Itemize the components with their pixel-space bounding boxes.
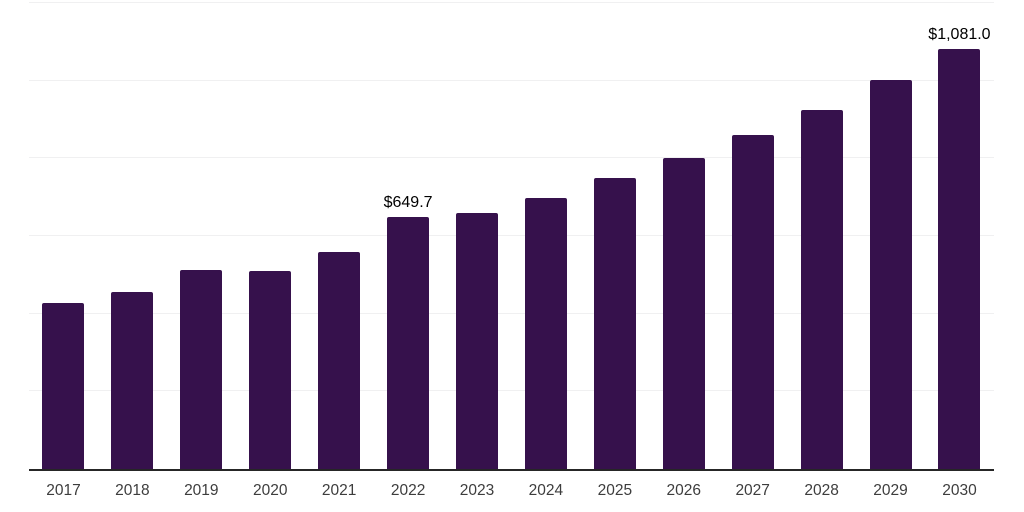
x-tick-label-2027: 2027 <box>735 482 770 499</box>
bar-2023 <box>455 212 498 469</box>
bar-2025 <box>593 177 636 469</box>
bar-band-2022: $649.7 <box>374 3 443 469</box>
gridline-600 <box>29 235 994 236</box>
bar-2024 <box>524 197 567 469</box>
bar-2028 <box>800 109 843 469</box>
value-label-2022: $649.7 <box>383 193 433 211</box>
gridline-1000 <box>29 79 994 81</box>
bar-2030 <box>938 49 981 469</box>
bar-2017 <box>42 302 85 469</box>
x-tick-label-2020: 2020 <box>252 482 288 499</box>
bar-band-2027 <box>718 3 787 469</box>
value-label-2030: $1,081.0 <box>928 26 991 44</box>
bar-band-2020 <box>236 3 305 469</box>
bar-2020 <box>249 270 292 469</box>
gridline-400 <box>29 312 994 314</box>
bar-2029 <box>869 79 912 469</box>
x-tick-label-2022: 2022 <box>390 482 426 499</box>
bar-band-2018 <box>98 3 167 469</box>
x-tick-label-2025: 2025 <box>597 482 633 499</box>
bar-band-2026 <box>649 3 718 469</box>
bar-band-2017 <box>29 3 98 469</box>
x-tick-label-2021: 2021 <box>321 482 357 499</box>
bar-band-2019 <box>167 3 236 469</box>
gridline-800 <box>29 157 994 159</box>
bar-band-2025 <box>580 3 649 469</box>
x-tick-label-2030: 2030 <box>942 482 977 499</box>
bar-2019 <box>180 269 223 469</box>
x-tick-label-2017: 2017 <box>46 482 81 499</box>
x-tick-label-2018: 2018 <box>115 482 150 499</box>
bar-2022 <box>387 216 430 469</box>
bar-2018 <box>111 291 154 469</box>
bar-band-2030: $1,081.0 <box>925 3 994 469</box>
x-tick-label-2028: 2028 <box>804 482 839 499</box>
bar-band-2024 <box>511 3 580 469</box>
bar-2021 <box>318 252 361 469</box>
x-tick-label-2023: 2023 <box>459 482 495 499</box>
gridline-1200 <box>29 2 994 3</box>
x-tick-label-2024: 2024 <box>528 482 564 499</box>
bar-band-2028 <box>787 3 856 469</box>
x-axis-tick-labels: 2017 2018 2019 2020 2021 2022 2023 2024 2025 2026… <box>29 481 994 501</box>
bar-band-2023 <box>443 3 512 469</box>
x-axis-line <box>29 469 994 471</box>
bar-2027 <box>731 134 774 469</box>
bar-band-2029 <box>856 3 925 469</box>
bars-container: $649.7 $1,081.0 <box>29 3 994 469</box>
x-tick-label-2029: 2029 <box>873 482 908 499</box>
bar-band-2021 <box>305 3 374 469</box>
gridlines <box>29 2 994 469</box>
bar-2026 <box>662 157 705 469</box>
x-tick-label-2026: 2026 <box>666 482 701 499</box>
gridline-200 <box>29 390 994 392</box>
plot-area: $649.7 $1,081.0 <box>29 2 994 471</box>
x-tick-label-2019: 2019 <box>184 482 219 499</box>
